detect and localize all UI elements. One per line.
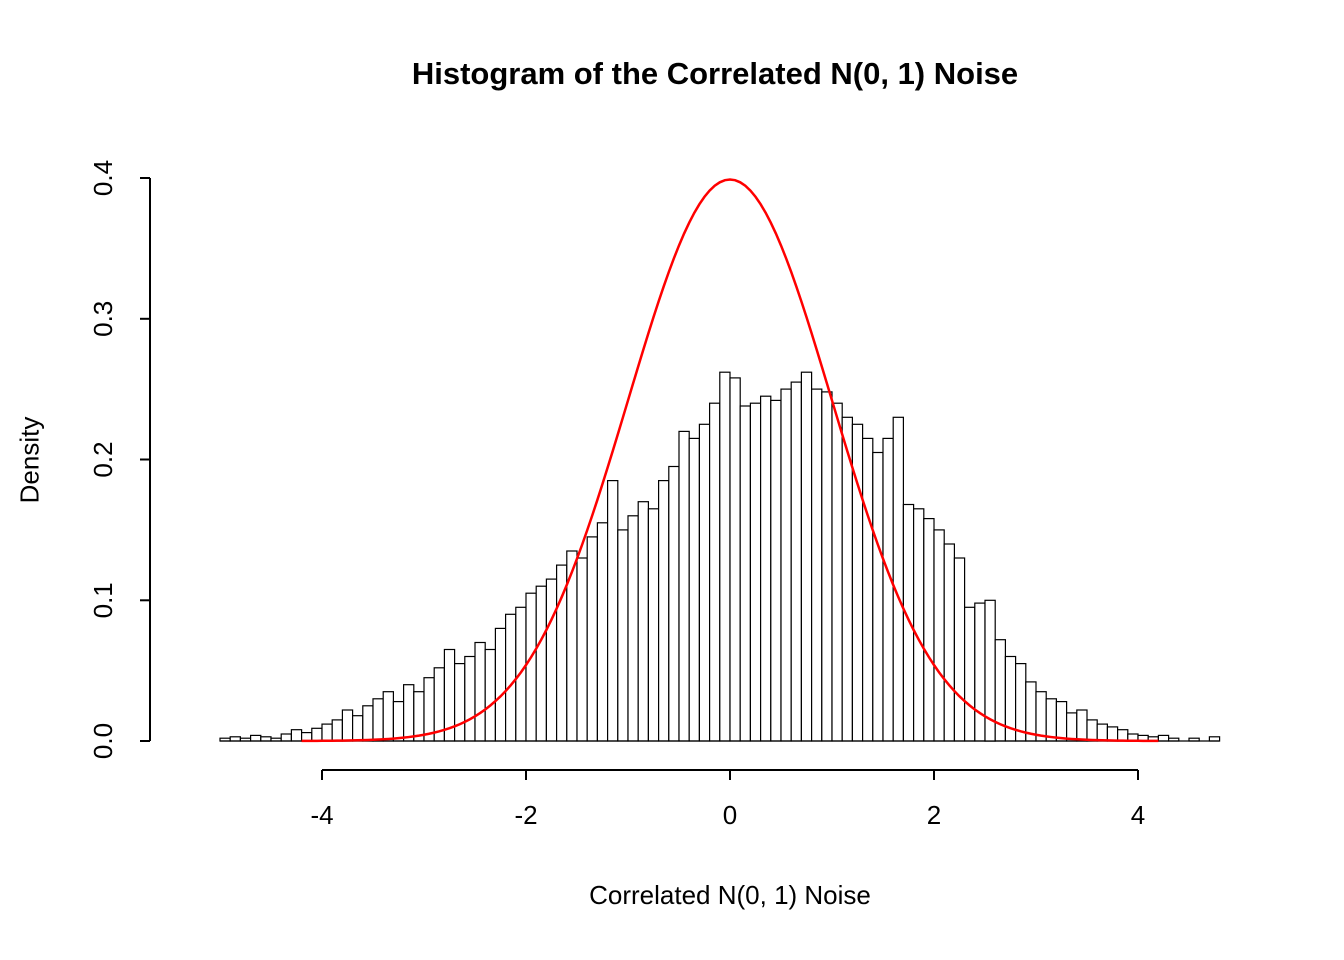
histogram-bar (372, 698, 384, 742)
histogram-bar (1208, 736, 1221, 742)
x-axis-title: Correlated N(0, 1) Noise (589, 880, 871, 910)
histogram-bar (596, 522, 609, 742)
histogram-bar (749, 402, 762, 742)
histogram-bar (331, 719, 344, 742)
histogram-bar (1116, 729, 1129, 742)
histogram-bar (413, 691, 425, 742)
histogram-bar (872, 451, 884, 742)
histogram-bar (535, 585, 548, 742)
histogram-bar (953, 557, 966, 742)
histogram-bar (861, 437, 874, 742)
y-tick-label: 0.4 (88, 160, 118, 196)
histogram-bar (362, 705, 374, 742)
histogram-bar (290, 729, 303, 742)
histogram-bar (474, 641, 486, 742)
histogram-bar (525, 592, 537, 742)
histogram-bar (1096, 723, 1108, 742)
histogram-bar (912, 508, 925, 742)
histogram-bar (739, 405, 752, 742)
histogram-bar (657, 480, 670, 742)
histogram-bar (759, 395, 772, 742)
y-tick-label: 0.3 (88, 301, 118, 337)
histogram-bar (780, 388, 792, 742)
histogram-bar (800, 371, 813, 742)
histogram-bar (647, 508, 660, 742)
histogram-bar (729, 377, 741, 742)
histogram-bar (708, 402, 721, 742)
histogram-bar (923, 517, 935, 742)
histogram-bar (280, 733, 293, 742)
histogram-bar (617, 529, 629, 742)
histogram-bar (1035, 691, 1047, 742)
x-tick-label: 2 (927, 800, 941, 830)
histogram-bar (790, 381, 803, 742)
histogram-bar (382, 691, 395, 742)
histogram-bar (606, 480, 619, 742)
histogram-bar (403, 684, 415, 742)
histogram-bar (392, 700, 405, 742)
chart-title: Histogram of the Correlated N(0, 1) Nois… (411, 56, 1019, 91)
y-tick-label: 0.0 (88, 723, 118, 759)
histogram-bar (321, 723, 333, 742)
histogram-bar (341, 709, 354, 742)
histogram-bar (1106, 726, 1119, 742)
x-tick-label: 0 (723, 800, 737, 830)
histogram-bar (678, 430, 690, 742)
histogram-bar (902, 503, 915, 742)
histogram-bar (494, 627, 507, 742)
histogram-bar (423, 677, 435, 742)
x-tick-label: -2 (514, 800, 537, 830)
x-tick-label: -4 (310, 800, 333, 830)
y-tick-label: 0.2 (88, 441, 118, 477)
x-tick-label: 4 (1131, 800, 1145, 830)
histogram-bar (229, 736, 241, 742)
histogram-bar (1045, 698, 1057, 742)
histogram-bar (464, 655, 476, 742)
histogram-bar (627, 515, 639, 742)
histogram-bar (688, 437, 701, 742)
histogram-bar (719, 371, 731, 742)
histogram-bar (505, 613, 517, 742)
histogram-bar (770, 399, 782, 742)
histogram-bar (586, 536, 599, 742)
histogram-bar (810, 388, 823, 742)
histogram-bar (484, 648, 497, 742)
histogram-bar (352, 715, 364, 742)
histogram-bar (963, 606, 976, 742)
histogram-bar (545, 578, 558, 742)
histogram-bar (668, 465, 680, 742)
histogram-bar (1065, 712, 1078, 742)
histogram-bar (974, 602, 986, 742)
y-tick-label: 0.1 (88, 582, 118, 618)
histogram-bar (821, 391, 833, 742)
histogram-bar (260, 736, 272, 742)
histogram-bar (1076, 709, 1088, 742)
histogram-bar (637, 501, 650, 742)
histogram-bar (250, 734, 262, 742)
histogram-bar (892, 416, 905, 742)
histogram-bar (698, 423, 711, 742)
histogram-bar (933, 529, 945, 742)
histogram-bar (1086, 719, 1098, 742)
histogram-bar (1157, 734, 1170, 742)
histogram-bar (576, 557, 588, 742)
histogram-bar (831, 402, 843, 742)
density-curve (301, 178, 1159, 743)
histogram-bar (454, 662, 466, 742)
histogram-bar (943, 543, 956, 742)
histogram-bar (311, 727, 323, 742)
histogram-bar (882, 437, 894, 742)
histogram-bar (1055, 700, 1068, 742)
